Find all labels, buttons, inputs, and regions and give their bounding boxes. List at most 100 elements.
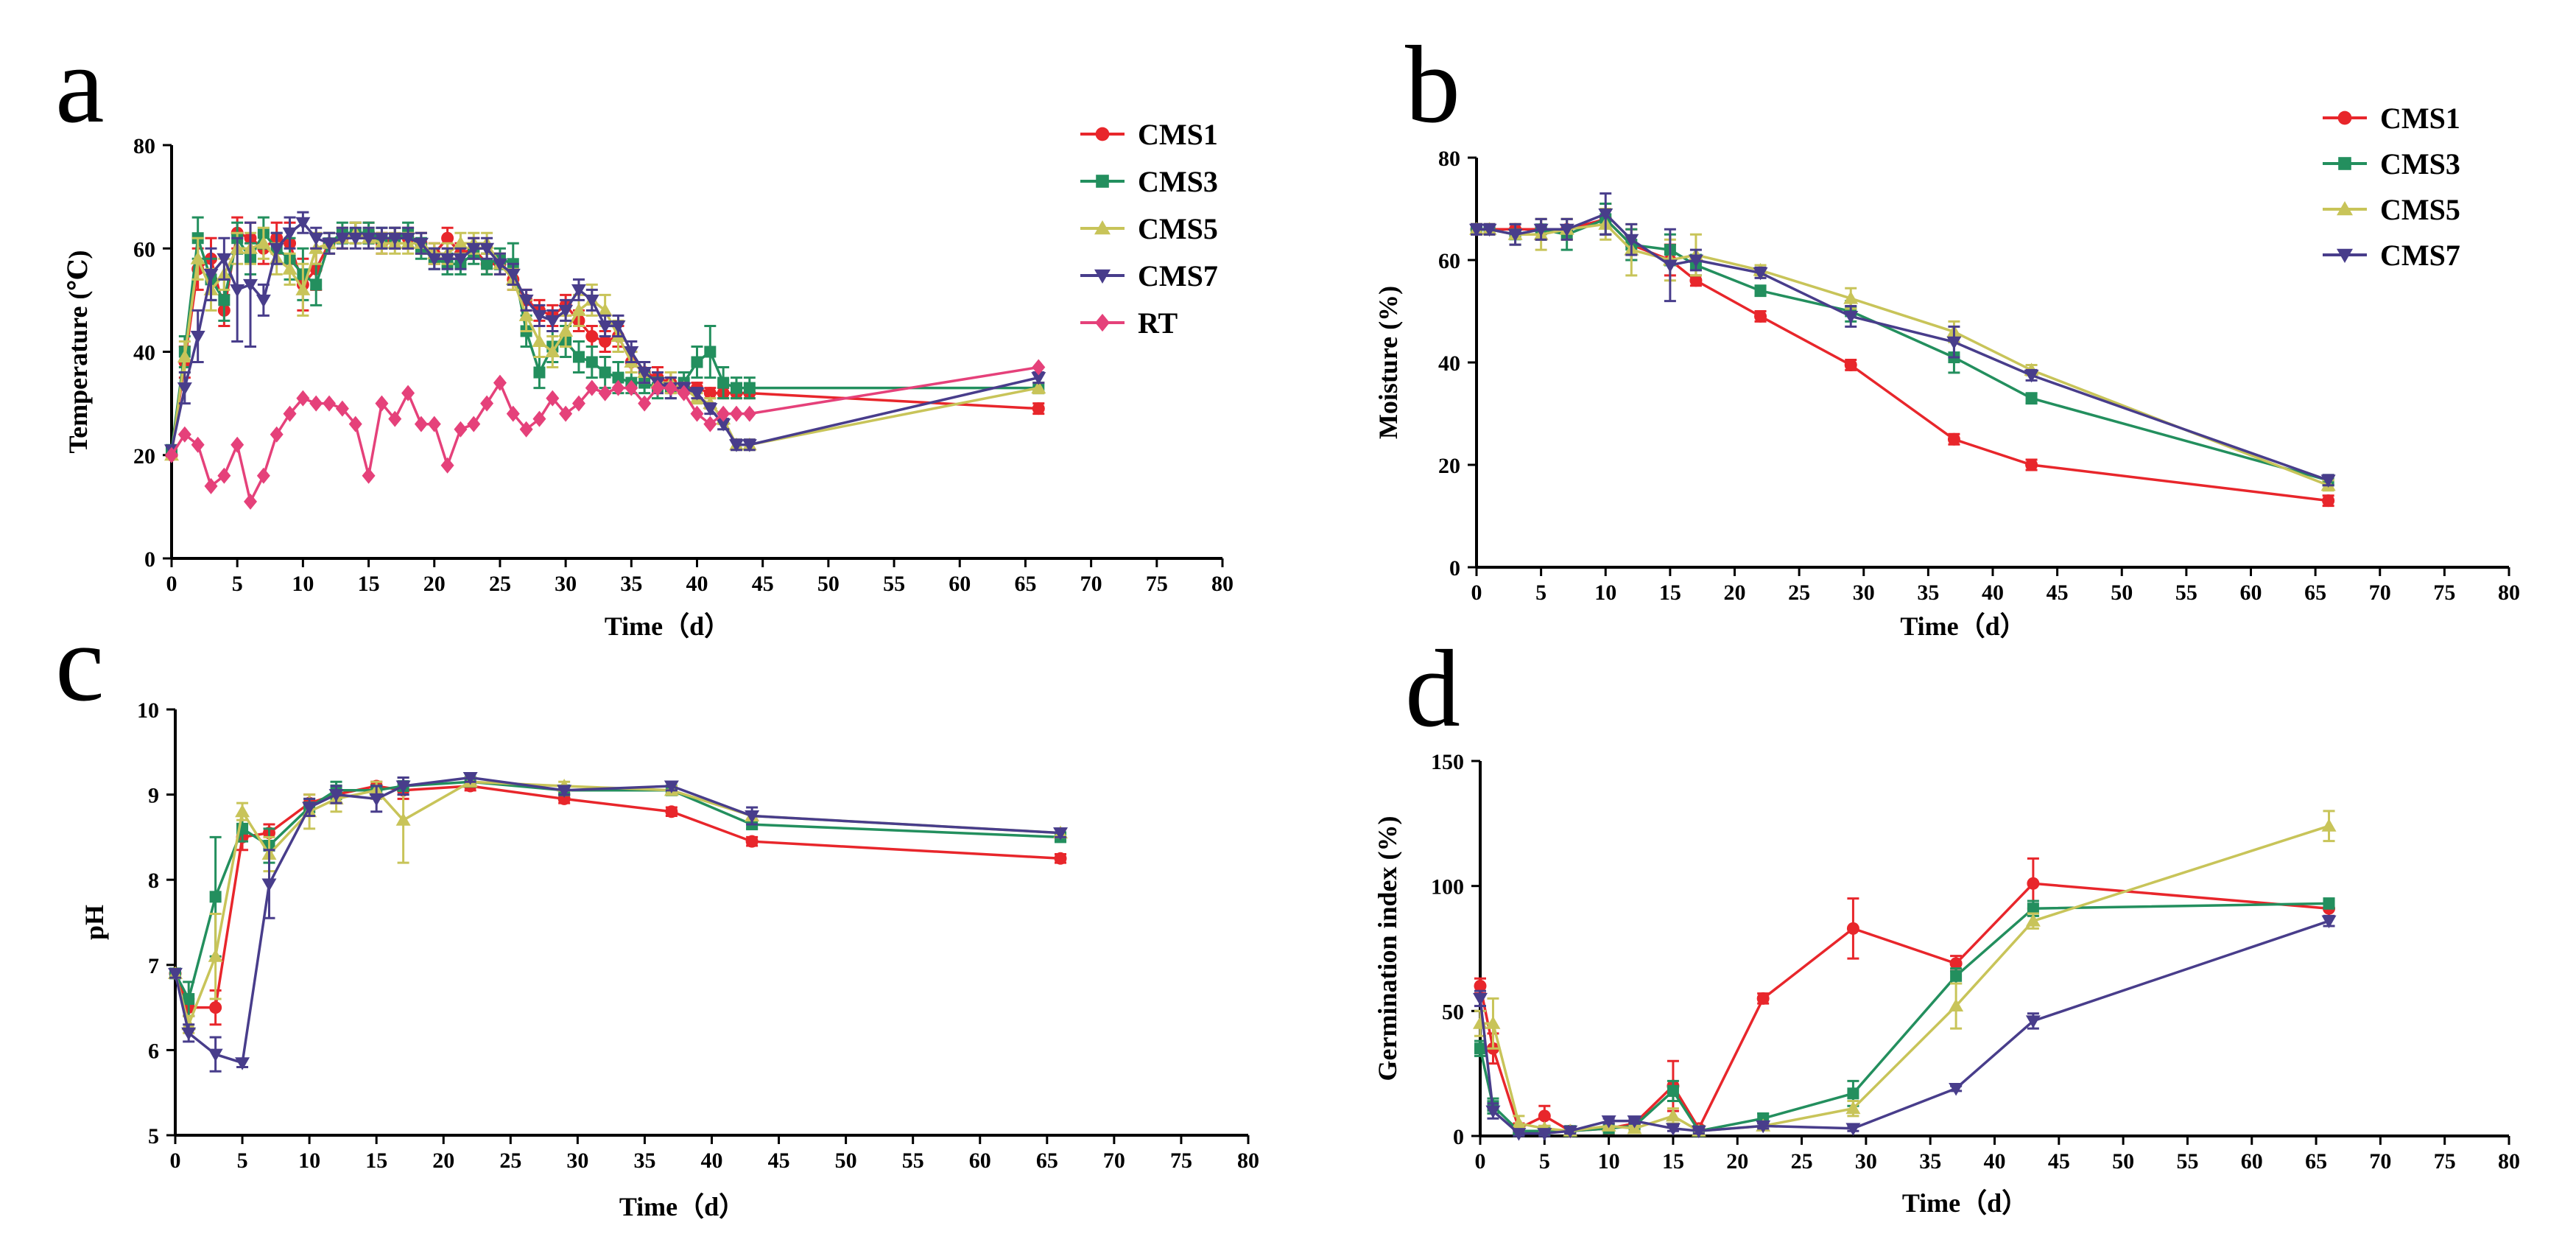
x-tick-label: 25 bbox=[499, 1148, 521, 1173]
y-tick-label: 150 bbox=[1431, 750, 1464, 774]
y-tick-label: 50 bbox=[1442, 1000, 1464, 1024]
data-point bbox=[717, 376, 730, 389]
series-line bbox=[1477, 217, 2329, 482]
x-axis-title: Time（d） bbox=[1902, 1188, 2028, 1218]
panel-letter: a bbox=[55, 24, 105, 146]
legend-label: CMS5 bbox=[2380, 193, 2460, 226]
legend-label: CMS3 bbox=[2380, 147, 2460, 180]
x-tick-label: 30 bbox=[1853, 581, 1875, 605]
x-tick-label: 45 bbox=[752, 572, 774, 596]
series-line bbox=[1479, 882, 2329, 1132]
data-point bbox=[244, 493, 258, 510]
series-cms1 bbox=[1470, 203, 2335, 508]
data-point bbox=[362, 467, 376, 484]
x-tick-label: 70 bbox=[1080, 572, 1102, 596]
x-tick-label: 0 bbox=[170, 1148, 181, 1173]
data-point bbox=[1946, 336, 1962, 350]
x-tick-label: 5 bbox=[1539, 1149, 1550, 1174]
series-line bbox=[174, 785, 1061, 1009]
x-tick-label: 30 bbox=[1855, 1149, 1877, 1174]
data-point bbox=[2027, 902, 2039, 915]
x-tick-label: 50 bbox=[2111, 581, 2133, 605]
data-point bbox=[650, 379, 664, 396]
x-tick-label: 10 bbox=[1594, 581, 1616, 605]
x-tick-label: 20 bbox=[1724, 581, 1746, 605]
x-tick-label: 5 bbox=[232, 572, 243, 596]
data-point bbox=[2320, 474, 2336, 488]
x-axis-title: Time（d） bbox=[619, 1192, 745, 1221]
data-point bbox=[2027, 877, 2040, 890]
data-point bbox=[1538, 1109, 1551, 1123]
data-point bbox=[532, 334, 547, 347]
data-point bbox=[1843, 291, 1859, 304]
data-point bbox=[309, 395, 323, 412]
data-point bbox=[690, 405, 704, 422]
series-line bbox=[1477, 217, 2329, 502]
data-point bbox=[572, 351, 585, 363]
x-tick-label: 15 bbox=[358, 572, 380, 596]
series-cms3 bbox=[169, 776, 1067, 1017]
x-tick-label: 0 bbox=[1471, 581, 1482, 605]
series-cms3 bbox=[1474, 897, 2335, 1137]
data-point bbox=[1469, 223, 1484, 237]
data-point bbox=[745, 810, 760, 824]
data-point bbox=[453, 236, 468, 249]
data-point bbox=[532, 410, 546, 427]
data-point bbox=[1627, 1115, 1642, 1129]
y-axis-title: Moisture (%) bbox=[1373, 286, 1403, 439]
data-point bbox=[492, 258, 507, 272]
data-point bbox=[282, 227, 298, 241]
x-tick-label: 60 bbox=[2240, 581, 2262, 605]
x-tick-label: 50 bbox=[835, 1148, 857, 1173]
legend-swatch-marker bbox=[1095, 313, 1110, 332]
data-point bbox=[181, 1027, 197, 1041]
data-point bbox=[168, 967, 183, 981]
series-line bbox=[1479, 919, 2330, 1135]
legend: CMS1 CMS3 CMS5 CMS7 RT bbox=[1080, 118, 1218, 340]
panel-letter: b bbox=[1405, 24, 1460, 146]
y-axis-title: Germination index (%) bbox=[1373, 816, 1402, 1081]
data-point bbox=[624, 346, 639, 360]
data-point bbox=[335, 400, 349, 417]
data-point bbox=[1950, 969, 1963, 982]
data-point bbox=[388, 410, 402, 427]
data-point bbox=[243, 278, 258, 292]
x-tick-label: 55 bbox=[2176, 1149, 2198, 1174]
data-point bbox=[209, 891, 222, 903]
data-point bbox=[703, 415, 717, 432]
data-point bbox=[558, 323, 574, 337]
data-point bbox=[597, 303, 613, 316]
data-point bbox=[716, 418, 731, 432]
data-point bbox=[296, 390, 310, 407]
x-tick-label: 80 bbox=[2498, 1149, 2520, 1174]
data-point bbox=[270, 426, 284, 443]
x-tick-label: 35 bbox=[1917, 581, 1939, 605]
y-tick-label: 60 bbox=[133, 237, 155, 262]
x-tick-label: 20 bbox=[423, 572, 446, 596]
data-point bbox=[599, 334, 612, 348]
data-point bbox=[1485, 1016, 1501, 1029]
data-point bbox=[295, 282, 311, 295]
series-cms3 bbox=[1471, 203, 2334, 487]
data-point bbox=[518, 308, 534, 321]
x-tick-label: 30 bbox=[566, 1148, 588, 1173]
y-tick-label: 8 bbox=[148, 869, 159, 893]
data-point bbox=[1624, 234, 1639, 248]
x-tick-label: 0 bbox=[166, 572, 177, 596]
legend-swatch-marker bbox=[2337, 248, 2353, 263]
data-point bbox=[612, 371, 624, 384]
data-point bbox=[704, 346, 717, 358]
x-tick-label: 20 bbox=[432, 1148, 454, 1173]
data-point bbox=[480, 395, 494, 412]
data-point bbox=[361, 232, 376, 246]
data-point bbox=[218, 294, 230, 306]
data-point bbox=[665, 805, 678, 818]
y-tick-label: 9 bbox=[148, 784, 159, 808]
x-tick-label: 45 bbox=[768, 1148, 790, 1173]
data-point bbox=[1845, 1101, 1861, 1115]
data-point bbox=[348, 415, 362, 432]
x-tick-label: 80 bbox=[1211, 572, 1234, 596]
x-tick-label: 55 bbox=[902, 1148, 924, 1173]
data-point bbox=[441, 231, 454, 245]
